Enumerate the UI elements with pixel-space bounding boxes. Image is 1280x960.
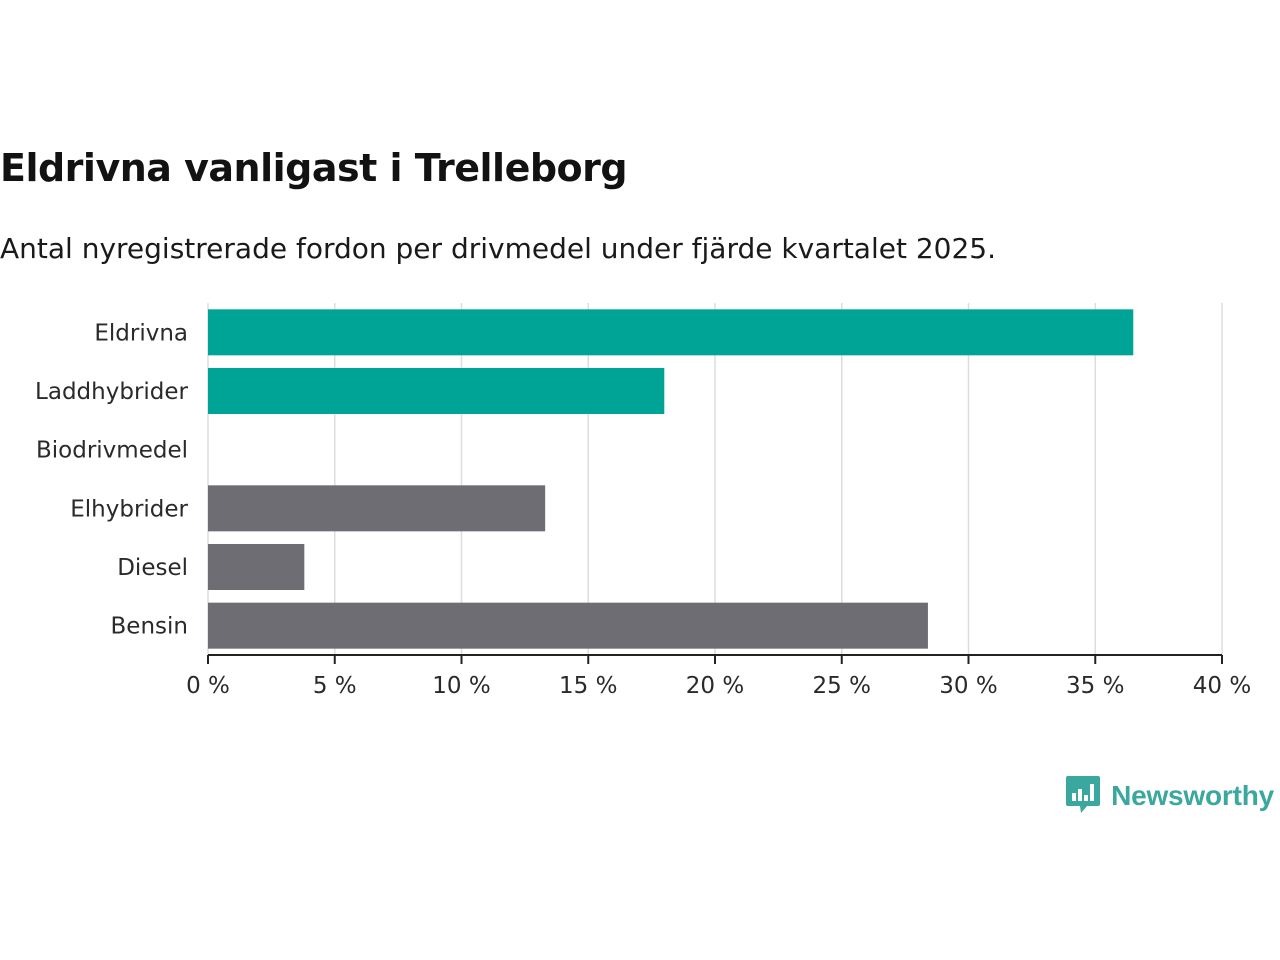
category-label: Eldrivna <box>94 320 188 346</box>
bars <box>208 309 1134 649</box>
category-label: Biodrivmedel <box>36 438 188 464</box>
x-tick-label: 15 % <box>559 673 617 699</box>
bar-diesel <box>208 544 305 590</box>
category-labels: Eldrivna Laddhybrider Biodrivmedel Elhybrid… <box>35 320 188 639</box>
x-axis: 0 % 5 % 10 % 15 % 20 % 25 % 30 % 35 % 40 % <box>186 654 1251 699</box>
bar-elhybrider <box>208 485 546 532</box>
brand-logo: Newsworthy <box>1065 774 1274 818</box>
bar-eldrivna <box>208 309 1134 356</box>
x-tick-label: 25 % <box>813 673 871 699</box>
x-tick-label: 20 % <box>686 673 744 699</box>
bar-chart: Eldrivna Laddhybrider Biodrivmedel Elhybrid… <box>35 303 1251 699</box>
bar-chart-speech-bubble-icon <box>1065 774 1101 818</box>
x-tick-label: 40 % <box>1193 673 1251 699</box>
gridlines <box>207 303 1223 655</box>
category-label: Bensin <box>111 614 188 640</box>
x-tick-label: 30 % <box>939 673 997 699</box>
x-tick-label: 10 % <box>432 673 490 699</box>
category-label: Laddhybrider <box>35 379 188 405</box>
x-tick-label: 0 % <box>186 673 230 699</box>
chart-subtitle: Antal nyregistrerade fordon per drivmede… <box>0 232 997 265</box>
category-label: Diesel <box>117 555 188 581</box>
x-tick-label: 5 % <box>313 673 357 699</box>
bar-bensin <box>208 602 928 649</box>
brand-name: Newsworthy <box>1111 780 1274 811</box>
chart-title: Eldrivna vanligast i Trelleborg <box>0 146 628 190</box>
bar-laddhybrider <box>208 368 665 414</box>
category-label: Elhybrider <box>70 496 188 522</box>
x-tick-label: 35 % <box>1066 673 1124 699</box>
